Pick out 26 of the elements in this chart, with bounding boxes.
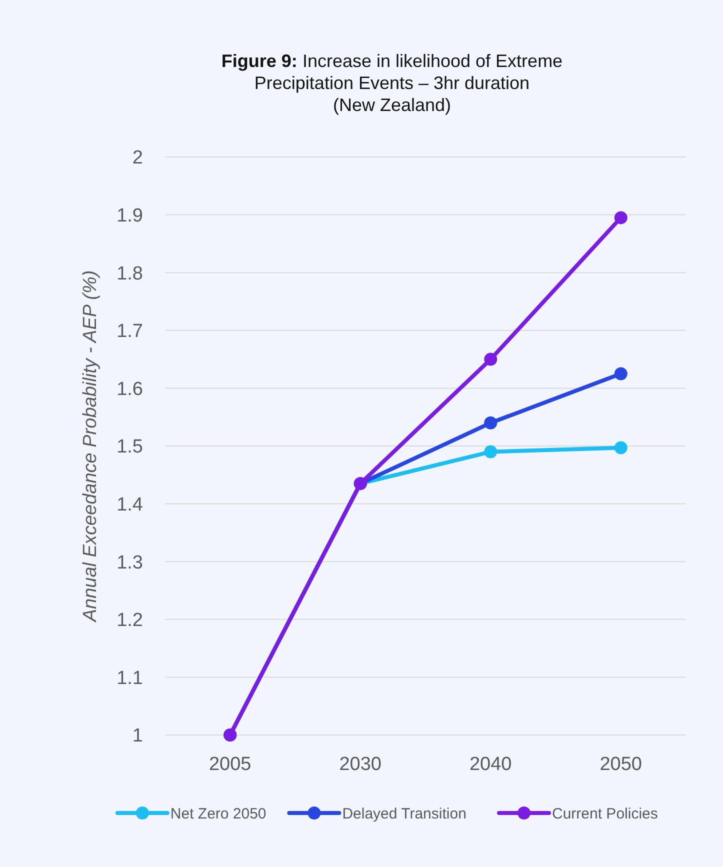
point — [614, 211, 628, 224]
x-tick-label: 2030 — [339, 754, 382, 775]
y-tick-label: 1 — [132, 726, 143, 747]
legend-label: Current Policies — [552, 805, 658, 822]
point — [614, 367, 628, 380]
y-tick-label: 1.6 — [116, 378, 143, 400]
y-tick-label: 1.4 — [116, 494, 144, 516]
y-tick-label: 1.3 — [116, 552, 143, 574]
y-tick-label: 1.7 — [116, 321, 143, 342]
y-tick-label: 1.8 — [116, 263, 143, 284]
y-tick-label: 1.1 — [116, 668, 143, 689]
x-tick-label: 2050 — [600, 754, 642, 775]
y-axis-title: Annual Exceedance Probability - AEP (%) — [80, 270, 101, 623]
y-tick-label: 1.9 — [116, 205, 143, 226]
legend-label: Net Zero 2050 — [170, 805, 266, 822]
point — [484, 352, 498, 366]
x-tick-label: 2040 — [469, 754, 512, 775]
y-tick-label: 1.2 — [116, 610, 143, 632]
point — [484, 445, 498, 458]
y-tick-label: 2 — [132, 148, 143, 169]
y-tick-label: 1.5 — [116, 436, 143, 458]
chart-title: Figure 9: Increase in likelihood of Extreme Precipitation Events – 3hr duration (New Zealand) — [221, 51, 563, 115]
point — [484, 416, 498, 430]
point — [614, 441, 628, 454]
legend-label: Delayed Transition — [342, 805, 466, 822]
x-tick-label: 2005 — [208, 754, 252, 775]
